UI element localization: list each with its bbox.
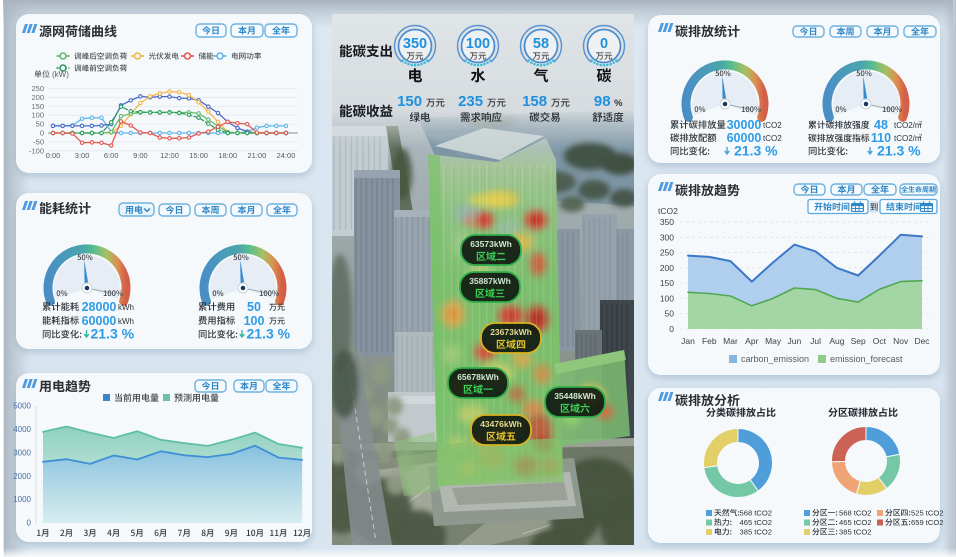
svg-text:Mar: Mar [723,336,738,346]
svg-text:0:00: 0:00 [46,151,61,160]
svg-text:-50: -50 [33,137,44,146]
svg-text:5000: 5000 [13,402,31,411]
svg-text:58: 58 [533,36,549,52]
svg-text:Aug: Aug [829,336,844,346]
svg-text:2: 2 [919,134,922,140]
svg-text:568 tCO2: 568 tCO2 [740,509,773,518]
svg-text:100: 100 [31,111,44,120]
svg-text:Oct: Oct [873,336,887,346]
svg-text:0: 0 [600,36,608,52]
svg-text:emission_forecast: emission_forecast [830,354,903,364]
svg-text:525 tCO2: 525 tCO2 [911,509,944,518]
svg-text:98: 98 [594,93,611,110]
svg-text:May: May [765,336,782,346]
svg-text:465 tCO2: 465 tCO2 [740,518,773,527]
svg-text:kWh: kWh [118,317,134,326]
svg-text:60000: 60000 [727,131,762,145]
svg-text:-100: -100 [29,146,44,155]
svg-text:3000: 3000 [13,448,31,457]
svg-text:tCO2: tCO2 [763,134,782,143]
svg-text:350: 350 [660,217,674,227]
svg-text:0: 0 [27,519,32,528]
svg-text:50: 50 [36,120,44,129]
svg-text:300: 300 [660,232,674,242]
svg-text:150: 150 [397,93,422,110]
svg-text:21:00: 21:00 [248,151,267,160]
svg-text:21.3 %: 21.3 % [91,326,135,342]
svg-text:Sep: Sep [851,336,866,346]
svg-text:28000: 28000 [82,300,117,314]
svg-text:250: 250 [660,248,674,258]
svg-text:15:00: 15:00 [189,151,208,160]
svg-text:carbon_emission: carbon_emission [741,354,809,364]
svg-text:Dec: Dec [914,336,930,346]
svg-text:100: 100 [466,36,490,52]
svg-text:60000: 60000 [82,314,117,328]
svg-text:30000: 30000 [727,118,762,132]
svg-text:%: % [614,98,623,109]
svg-text:Jul: Jul [810,336,821,346]
svg-text:2: 2 [919,121,922,127]
svg-text:1000: 1000 [13,495,31,504]
svg-text:250: 250 [31,84,44,93]
svg-text:465 tCO2: 465 tCO2 [839,518,872,527]
svg-text:385 tCO2: 385 tCO2 [740,528,773,537]
svg-text:4000: 4000 [13,425,31,434]
svg-text:tCO2: tCO2 [658,206,678,216]
svg-text:12:00: 12:00 [160,151,179,160]
svg-text:21.3 %: 21.3 % [247,326,291,342]
svg-text:2000: 2000 [13,472,31,481]
svg-text:659 tCO2: 659 tCO2 [911,518,944,527]
svg-text:tCO2/m: tCO2/m [894,121,922,130]
svg-text:65678kWh: 65678kWh [457,372,499,382]
svg-text:35448kWh: 35448kWh [554,391,596,401]
svg-text:18:00: 18:00 [218,151,237,160]
svg-text:24:00: 24:00 [277,151,296,160]
svg-text:Feb: Feb [702,336,717,346]
svg-text:(kW): (kW) [52,70,69,79]
svg-text:63573kWh: 63573kWh [470,239,512,249]
svg-text:0: 0 [669,324,674,334]
svg-text:100: 100 [244,314,265,328]
svg-text:568 tCO2: 568 tCO2 [839,509,872,518]
svg-text:200: 200 [31,93,44,102]
svg-text:100: 100 [660,293,674,303]
svg-text:21.3 %: 21.3 % [734,142,778,158]
svg-text:kWh: kWh [118,303,134,312]
svg-text:200: 200 [660,263,674,273]
svg-text:9:00: 9:00 [133,151,148,160]
svg-text:50: 50 [247,300,261,314]
svg-text:385 tCO2: 385 tCO2 [839,528,872,537]
svg-text:35887kWh: 35887kWh [469,276,511,286]
svg-text:48: 48 [874,118,888,132]
svg-text:110: 110 [871,131,891,145]
svg-text:150: 150 [31,102,44,111]
svg-text:23673kWh: 23673kWh [490,327,532,337]
svg-text:3:00: 3:00 [75,151,90,160]
svg-text:158: 158 [522,93,547,110]
svg-text:6:00: 6:00 [104,151,119,160]
svg-text:150: 150 [660,278,674,288]
svg-text:50: 50 [665,309,675,319]
svg-text:tCO2/m: tCO2/m [894,134,922,143]
svg-text:Nov: Nov [893,336,909,346]
svg-text:21.3 %: 21.3 % [877,142,921,158]
svg-text:350: 350 [403,36,427,52]
svg-text:0: 0 [40,129,44,138]
svg-text:tCO2: tCO2 [763,121,782,130]
svg-text:Jan: Jan [681,336,695,346]
svg-text:43476kWh: 43476kWh [480,419,522,429]
svg-text:Jun: Jun [788,336,802,346]
svg-text:Apr: Apr [745,336,758,346]
svg-text:235: 235 [458,93,483,110]
